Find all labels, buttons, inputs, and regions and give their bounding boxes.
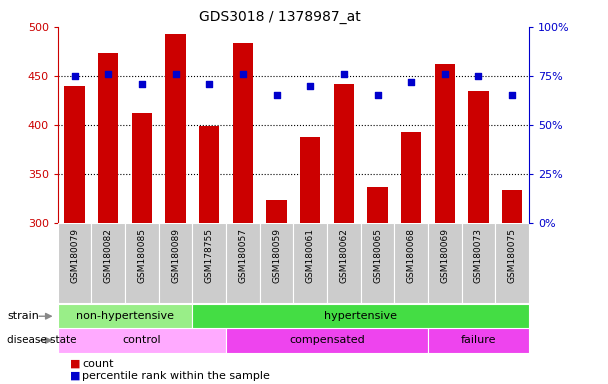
Bar <box>496 223 529 303</box>
Point <box>339 71 349 77</box>
Point <box>440 71 450 77</box>
Text: GSM180073: GSM180073 <box>474 228 483 283</box>
Text: GSM180085: GSM180085 <box>137 228 147 283</box>
Text: count: count <box>82 359 114 369</box>
Point <box>406 79 416 85</box>
Text: strain: strain <box>7 311 39 321</box>
Bar <box>132 113 152 223</box>
Point <box>507 92 517 98</box>
Bar <box>226 223 260 303</box>
Point <box>103 71 113 77</box>
Bar <box>428 328 529 353</box>
Text: compensated: compensated <box>289 335 365 346</box>
Bar <box>327 223 361 303</box>
Point <box>272 92 282 98</box>
Bar <box>502 190 522 223</box>
Point <box>238 71 247 77</box>
Point <box>171 71 181 77</box>
Point <box>373 92 382 98</box>
Text: GSM180075: GSM180075 <box>508 228 517 283</box>
Bar <box>159 223 192 303</box>
Text: GSM180082: GSM180082 <box>104 228 112 283</box>
Bar <box>192 223 226 303</box>
Point <box>204 81 214 87</box>
Bar <box>334 84 354 223</box>
Text: hypertensive: hypertensive <box>324 311 397 321</box>
Text: control: control <box>123 335 161 346</box>
Bar <box>260 223 293 303</box>
Bar <box>125 223 159 303</box>
Bar <box>98 53 119 223</box>
Text: GSM180069: GSM180069 <box>440 228 449 283</box>
Bar <box>361 223 395 303</box>
Bar <box>58 304 192 328</box>
Bar <box>395 223 428 303</box>
Point <box>137 81 147 87</box>
Text: percentile rank within the sample: percentile rank within the sample <box>82 371 270 381</box>
Bar <box>226 328 428 353</box>
Bar <box>435 64 455 223</box>
Text: non-hypertensive: non-hypertensive <box>76 311 174 321</box>
Bar <box>233 43 253 223</box>
Text: ■: ■ <box>70 371 80 381</box>
Text: ■: ■ <box>70 359 80 369</box>
Bar <box>293 223 327 303</box>
Point <box>474 73 483 79</box>
Bar <box>165 34 185 223</box>
Bar <box>266 200 286 223</box>
Bar <box>64 86 85 223</box>
Text: GSM180079: GSM180079 <box>70 228 79 283</box>
Text: GSM180057: GSM180057 <box>238 228 247 283</box>
Bar <box>58 223 91 303</box>
Bar <box>461 223 496 303</box>
Bar <box>199 126 219 223</box>
Text: GSM180068: GSM180068 <box>407 228 416 283</box>
Bar <box>58 328 226 353</box>
Bar <box>192 304 529 328</box>
Text: GSM180062: GSM180062 <box>339 228 348 283</box>
Point <box>305 83 315 89</box>
Text: GSM180065: GSM180065 <box>373 228 382 283</box>
Text: GSM180089: GSM180089 <box>171 228 180 283</box>
Bar <box>300 137 320 223</box>
Text: GSM180059: GSM180059 <box>272 228 281 283</box>
Text: disease state: disease state <box>7 335 77 346</box>
Bar <box>367 187 388 223</box>
Text: GSM178755: GSM178755 <box>205 228 214 283</box>
Bar <box>91 223 125 303</box>
Text: failure: failure <box>461 335 496 346</box>
Text: GSM180061: GSM180061 <box>306 228 315 283</box>
Bar <box>401 132 421 223</box>
Text: GDS3018 / 1378987_at: GDS3018 / 1378987_at <box>199 10 361 23</box>
Point <box>70 73 80 79</box>
Bar <box>428 223 461 303</box>
Bar <box>468 91 489 223</box>
